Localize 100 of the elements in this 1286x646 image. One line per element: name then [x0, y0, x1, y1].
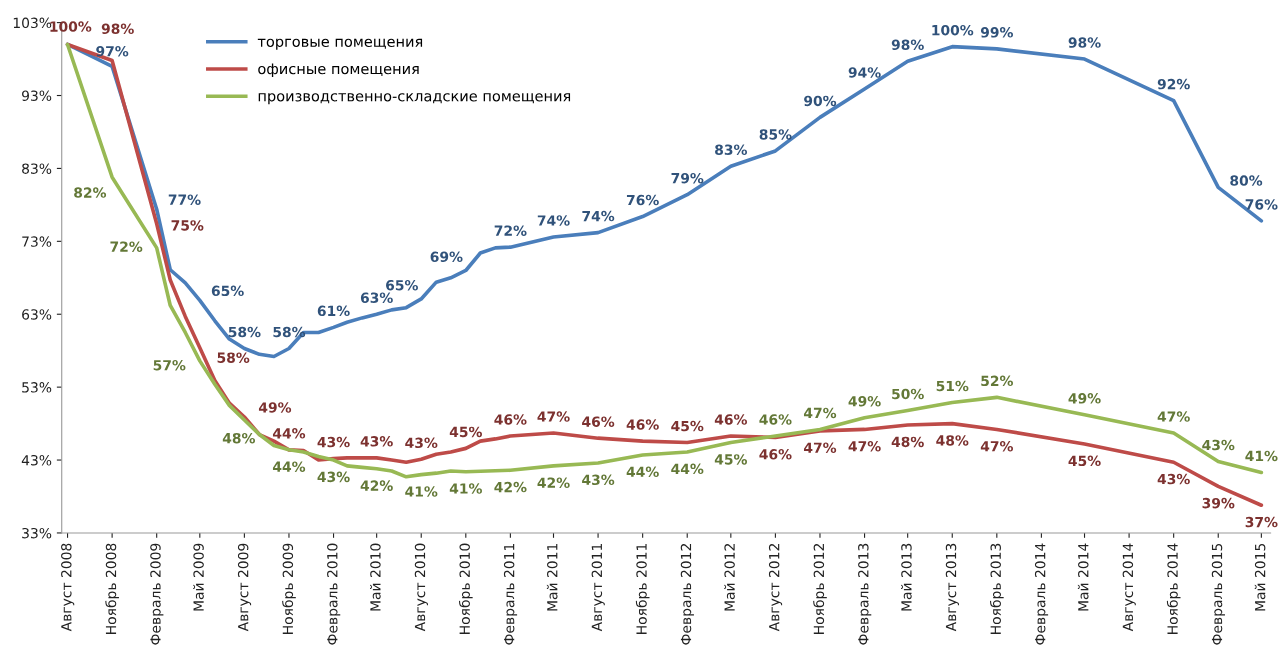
data-label: 48% [891, 436, 924, 448]
y-tick-label: 93% [22, 90, 52, 101]
data-label: 37% [1245, 516, 1278, 528]
data-label: 52% [981, 375, 1013, 387]
data-label: 41% [405, 486, 438, 497]
x-tick-label: Ноябрь 2011 [635, 543, 650, 634]
data-label: 49% [1068, 393, 1101, 404]
y-tick-label: 103% [13, 17, 52, 29]
x-tick-label: Май 2013 [901, 543, 912, 611]
x-tick-label: Август 2012 [768, 544, 783, 632]
data-label: 57% [153, 359, 186, 371]
data-label: 46% [626, 419, 659, 430]
x-tick-label: Август 2008 [61, 543, 75, 632]
data-label: 50% [892, 388, 924, 400]
x-tick-label: Май 2012 [724, 544, 735, 611]
data-label: 43% [317, 436, 350, 448]
x-tick-label: Август 2013 [945, 543, 959, 632]
y-tick-label: 53% [22, 382, 52, 393]
data-label: 75% [171, 220, 204, 231]
data-label: 48% [222, 432, 256, 444]
data-label: 85% [759, 129, 792, 140]
x-tick-label: Февраль 2009 [150, 543, 164, 645]
y-tick-label: 43% [21, 455, 52, 466]
x-tick-label: Февраль 2013 [858, 543, 872, 645]
data-label: 44% [272, 428, 306, 439]
y-tick-label: 83% [22, 163, 52, 174]
data-label: 43% [405, 437, 438, 449]
data-label: 76% [626, 194, 659, 206]
data-label: 100% [932, 24, 974, 36]
x-tick-label: Февраль 2011 [503, 543, 518, 645]
data-label: 45% [671, 420, 704, 432]
x-tick-label: Август 2014 [1122, 543, 1136, 632]
data-label: 63% [360, 292, 393, 303]
x-tick-label: Август 2009 [237, 543, 252, 632]
data-label: 58% [273, 326, 306, 338]
data-label: 98% [101, 23, 134, 34]
data-label: 92% [1157, 78, 1190, 90]
data-label: 47% [803, 407, 837, 419]
x-tick-label: Май 2015 [1254, 543, 1266, 611]
data-label: 47% [848, 441, 881, 452]
data-label: 42% [360, 480, 393, 491]
data-label: 43% [582, 474, 615, 486]
x-tick-label: Февраль 2010 [327, 543, 341, 645]
data-label: 47% [980, 441, 1013, 452]
data-label: 76% [1245, 199, 1278, 210]
data-label: 46% [582, 416, 615, 427]
data-label: 43% [360, 436, 393, 447]
data-label: 41% [449, 483, 482, 494]
data-label: 65% [211, 285, 244, 297]
data-label: 79% [671, 172, 704, 184]
data-label: 43% [1202, 439, 1235, 451]
data-label: 39% [1202, 497, 1235, 509]
x-tick-label: Ноябрь 2010 [458, 543, 473, 634]
data-label: 72% [110, 241, 143, 252]
x-tick-label: Май 2014 [1077, 543, 1089, 611]
data-label: 51% [936, 380, 969, 392]
data-label: 45% [1068, 455, 1101, 467]
data-label: 44% [671, 463, 704, 475]
data-label: 43% [1157, 473, 1190, 485]
x-tick-label: Февраль 2014 [1034, 543, 1049, 645]
data-label: 49% [258, 402, 292, 413]
data-label: 61% [317, 305, 350, 317]
data-label: 65% [386, 279, 418, 291]
data-label: 41% [1245, 450, 1278, 462]
data-label: 58% [228, 326, 261, 338]
x-tick-label: Ноябрь 2013 [989, 543, 1004, 634]
x-tick-label: Ноябрь 2012 [813, 544, 827, 634]
data-label: 46% [759, 449, 792, 460]
data-label: 80% [1230, 175, 1263, 186]
data-label: 94% [848, 67, 881, 78]
data-label: 99% [980, 27, 1013, 38]
x-tick-label: Ноябрь 2014 [1166, 543, 1181, 634]
data-label: 46% [759, 414, 792, 425]
data-label: 74% [582, 210, 615, 222]
legend-label: торговые помещения [257, 38, 423, 50]
legend-label: производственно-складские помещения [258, 93, 571, 105]
data-label: 47% [803, 442, 837, 453]
data-label: 69% [430, 251, 463, 263]
data-label: 82% [74, 187, 107, 198]
x-tick-label: Февраль 2015 [1211, 543, 1225, 645]
x-tick-label: Август 2011 [591, 543, 605, 632]
data-label: 48% [936, 435, 969, 446]
data-label: 77% [168, 194, 201, 205]
data-label: 98% [891, 39, 924, 50]
data-label: 43% [317, 471, 350, 483]
data-label: 46% [714, 414, 748, 425]
data-label: 45% [714, 454, 748, 465]
data-label: 97% [96, 45, 129, 57]
data-label: 47% [537, 411, 570, 422]
x-tick-label: Май 2009 [193, 543, 204, 611]
x-tick-label: Август 2010 [414, 543, 428, 632]
x-tick-label: Ноябрь 2009 [282, 543, 296, 634]
data-label: 42% [537, 477, 570, 488]
data-label: 44% [626, 466, 659, 478]
data-label: 90% [804, 95, 837, 107]
x-tick-label: Май 2011 [546, 543, 558, 611]
data-label: 83% [715, 144, 748, 155]
data-label: 72% [494, 225, 527, 236]
data-label: 49% [848, 396, 881, 407]
data-label: 45% [449, 426, 482, 438]
